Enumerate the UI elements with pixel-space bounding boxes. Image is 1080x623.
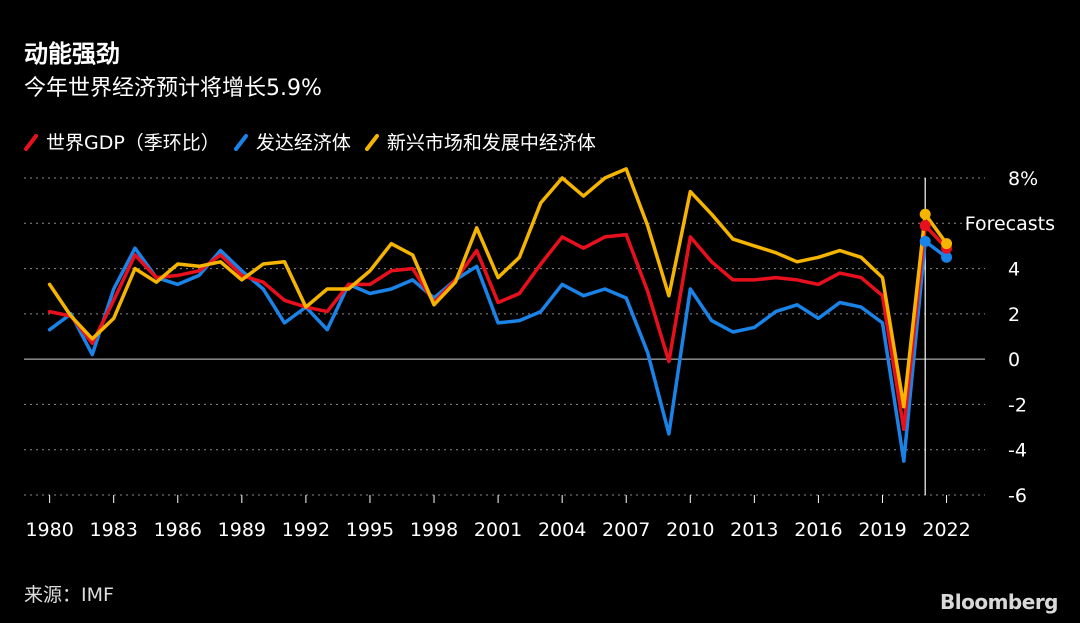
y-tick-label: 0 [1008, 349, 1020, 371]
chart-title: 动能强劲 [24, 40, 120, 68]
x-tick-label: 2013 [730, 519, 778, 541]
series-line-0 [47, 232, 906, 432]
x-tick-label: 1992 [282, 519, 330, 541]
x-tick-label: 2001 [474, 519, 522, 541]
x-tick-label: 2010 [666, 519, 714, 541]
legend-item-world: 世界GDP（季环比） [24, 128, 220, 155]
forecast-point-1 [919, 235, 931, 247]
y-tick-label: -6 [1008, 485, 1027, 507]
x-tick-label: 2007 [602, 519, 650, 541]
bloomberg-logo: Bloomberg [940, 590, 1058, 614]
y-tick-label: -2 [1008, 394, 1027, 416]
x-tick-label: 1998 [410, 519, 458, 541]
x-tick-label: 1980 [25, 519, 73, 541]
y-tick-label: 4 [1008, 259, 1020, 281]
x-tick-label: 1989 [218, 519, 266, 541]
legend-item-emerging: 新兴市场和发展中经济体 [364, 128, 596, 155]
source-note: 来源：IMF [24, 584, 114, 606]
x-tick-label: 1995 [346, 519, 394, 541]
legend-label-advanced: 发达经济体 [255, 132, 351, 154]
x-tick-label: 2022 [922, 519, 970, 541]
series-line-1 [47, 246, 906, 463]
forecasts-annotation: Forecasts [965, 213, 1055, 235]
x-tick-label: 2004 [538, 519, 586, 541]
x-tick-label: 2019 [858, 519, 906, 541]
forecast-point-1 [941, 251, 953, 263]
y-tick-label: -4 [1008, 440, 1027, 462]
y-tick-label: 2 [1008, 304, 1020, 326]
legend-swatch-advanced [233, 133, 248, 151]
legend-label-world: 世界GDP（季环比） [46, 132, 220, 154]
forecast-point-0 [919, 220, 931, 232]
legend-swatch-emerging [364, 133, 379, 151]
legend: 世界GDP（季环比） 发达经济体 新兴市场和发展中经济体 [24, 128, 610, 155]
forecast-point-2 [941, 238, 953, 250]
legend-label-emerging: 新兴市场和发展中经济体 [386, 132, 596, 154]
x-tick-label: 2016 [794, 519, 842, 541]
legend-item-advanced: 发达经济体 [233, 128, 351, 155]
y-tick-label: 8% [1008, 168, 1038, 190]
forecast-point-2 [919, 208, 931, 220]
series-line-2 [47, 167, 906, 409]
legend-swatch-world [24, 133, 38, 151]
x-tick-label: 1983 [90, 519, 138, 541]
chart-subtitle: 今年世界经济预计将增长5.9% [24, 76, 322, 101]
x-tick-label: 1986 [154, 519, 202, 541]
